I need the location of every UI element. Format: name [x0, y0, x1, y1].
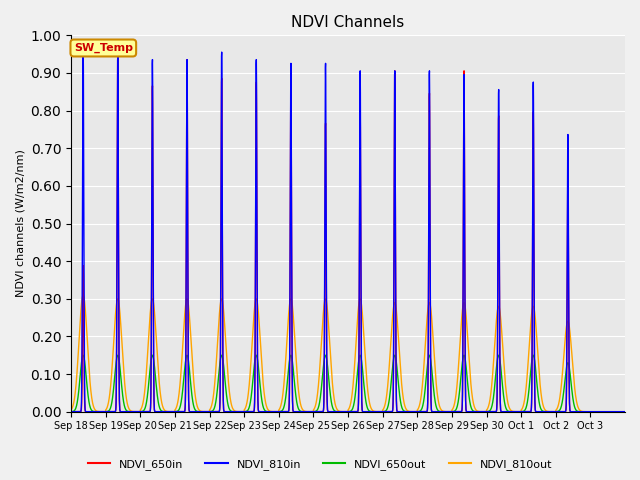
Title: NDVI Channels: NDVI Channels [291, 15, 404, 30]
Text: SW_Temp: SW_Temp [74, 43, 132, 53]
Y-axis label: NDVI channels (W/m2/nm): NDVI channels (W/m2/nm) [15, 150, 25, 298]
Legend: NDVI_650in, NDVI_810in, NDVI_650out, NDVI_810out: NDVI_650in, NDVI_810in, NDVI_650out, NDV… [83, 455, 557, 474]
